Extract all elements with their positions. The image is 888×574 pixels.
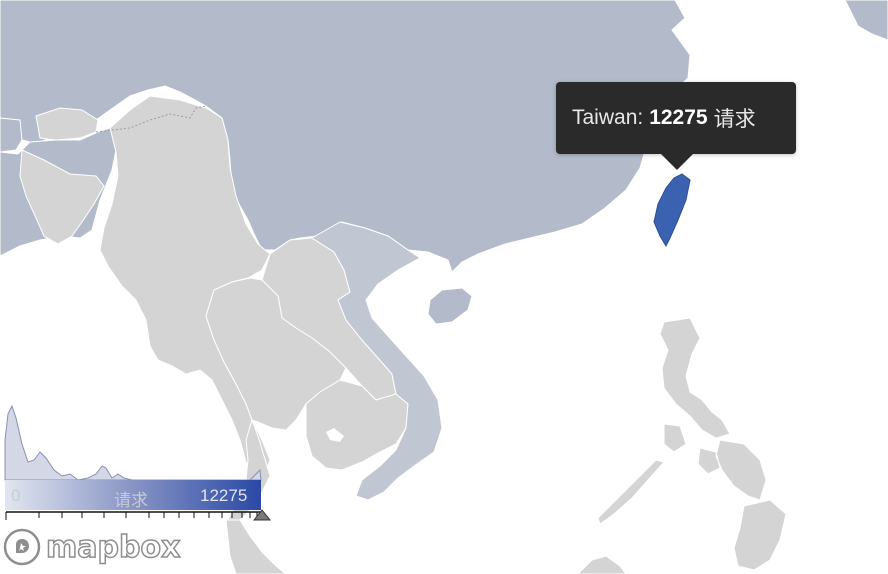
tooltip-value: 12275 bbox=[649, 106, 708, 129]
region-philippines-south[interactable] bbox=[663, 423, 787, 571]
tooltip-region: Taiwan: bbox=[572, 106, 644, 129]
region-islands-north bbox=[844, 0, 888, 41]
region-borneo[interactable] bbox=[577, 555, 627, 574]
tooltip-unit: 请求 bbox=[713, 108, 756, 131]
legend-marker-icon bbox=[252, 509, 272, 521]
tooltip-arrow bbox=[661, 154, 693, 170]
map-tooltip: Taiwan: 12275 请求 bbox=[556, 82, 796, 154]
mapbox-logo-icon bbox=[3, 528, 41, 566]
region-india-east[interactable] bbox=[0, 117, 23, 153]
region-myanmar[interactable] bbox=[99, 95, 271, 479]
region-taiwan[interactable] bbox=[653, 173, 691, 248]
lake-tonle-sap bbox=[326, 428, 344, 442]
region-malaysia[interactable] bbox=[225, 519, 287, 574]
legend-metric-label: 请求 bbox=[114, 491, 148, 510]
legend: 0 请求 12275 bbox=[4, 400, 272, 525]
mapbox-logo[interactable]: mapbox bbox=[2, 527, 181, 567]
legend-max-label: 12275 bbox=[200, 486, 248, 505]
legend-gradient-bar bbox=[5, 480, 261, 510]
region-palawan[interactable] bbox=[597, 459, 665, 525]
border-disputed bbox=[95, 105, 207, 133]
region-cambodia[interactable] bbox=[305, 379, 409, 471]
legend-min-label: 0 bbox=[11, 486, 21, 505]
region-hainan[interactable] bbox=[427, 287, 473, 325]
mapbox-logo-text: mapbox bbox=[45, 529, 181, 566]
region-vietnam[interactable] bbox=[311, 221, 443, 501]
region-philippines-luzon[interactable] bbox=[659, 317, 731, 439]
legend-ticks bbox=[5, 509, 272, 521]
region-bangladesh[interactable] bbox=[19, 149, 105, 245]
